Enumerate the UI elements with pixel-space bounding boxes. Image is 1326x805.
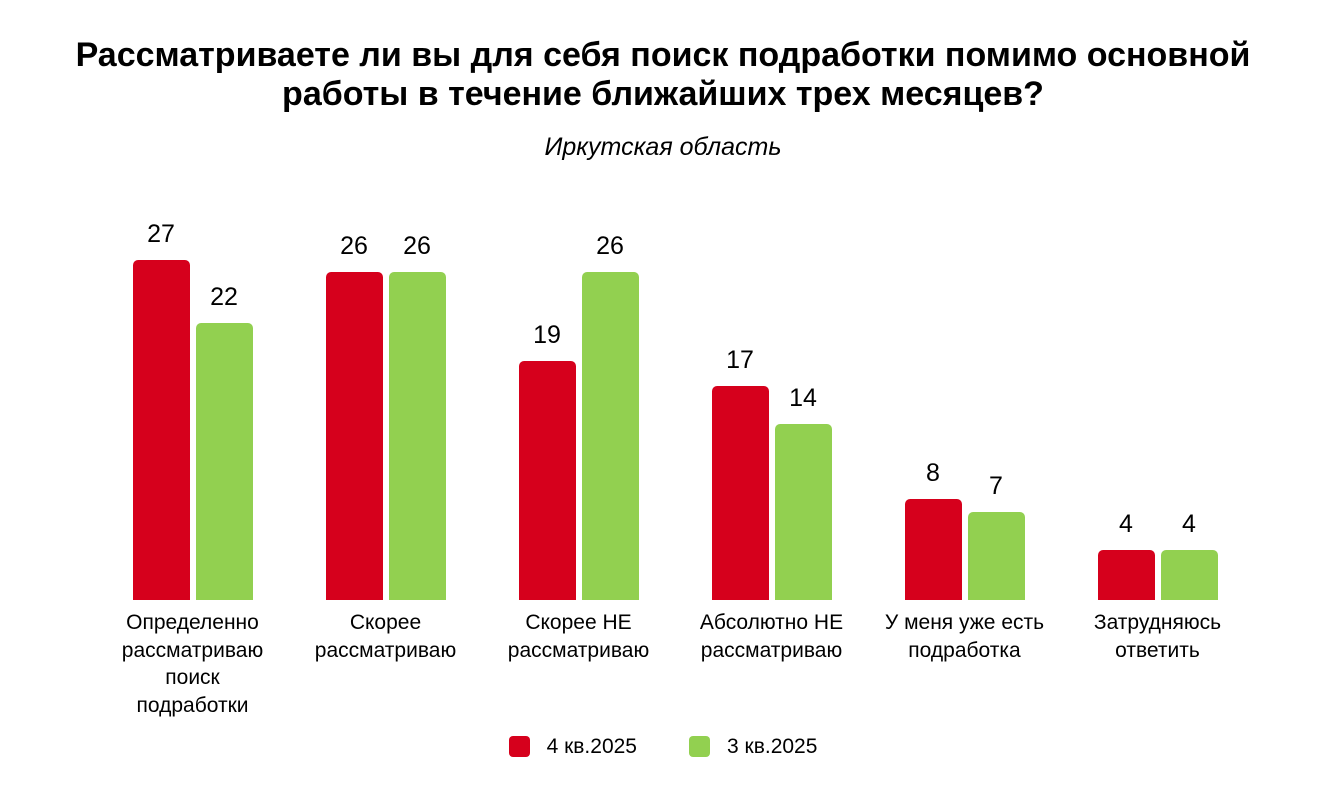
bar-q3-2025 <box>195 323 253 600</box>
bar-q4-2025 <box>904 499 962 600</box>
legend-label-q4-2025: 4 кв.2025 <box>546 735 637 758</box>
bar-value-label: 26 <box>596 232 624 260</box>
category-axis: Определенно рассматриваю поиск подработки Ск… <box>96 609 1254 720</box>
bar-value-label: 26 <box>403 232 431 260</box>
bar-value-label: 22 <box>210 283 238 311</box>
bar-value-label: 4 <box>1182 510 1196 538</box>
bar-value-label: 4 <box>1119 510 1133 538</box>
bar-q3-2025 <box>774 424 832 600</box>
category-label: Скорее НЕ рассматриваю <box>507 611 650 662</box>
bar-cell-q4-2025: 19 <box>518 321 576 600</box>
bar-group: 19 26 <box>482 180 675 600</box>
chart-title: Рассматриваете ли вы для себя поиск подр… <box>75 36 1251 114</box>
legend: 4 кв.2025 3 кв.2025 <box>0 736 1326 757</box>
bar-q3-2025 <box>1160 550 1218 600</box>
bar-q4-2025 <box>711 386 769 600</box>
bar-cell-q3-2025: 7 <box>967 472 1025 600</box>
bar-cell-q4-2025: 26 <box>325 232 383 600</box>
bar-cell-q4-2025: 8 <box>904 459 962 600</box>
bar-cell-q3-2025: 26 <box>388 232 446 600</box>
bar-q4-2025 <box>325 272 383 600</box>
legend-item-q3-2025: 3 кв.2025 <box>689 736 817 757</box>
bar-q3-2025 <box>388 272 446 600</box>
bar-cell-q4-2025: 27 <box>132 220 190 600</box>
legend-item-q4-2025: 4 кв.2025 <box>508 735 637 758</box>
bar-group: 26 26 <box>289 180 482 600</box>
category-label: Затрудняюсь ответить <box>1093 611 1222 662</box>
bar-value-label: 8 <box>926 459 940 487</box>
category-label: У меня уже есть подработка <box>884 611 1045 662</box>
category-label: Абсолютно НЕ рассматриваю <box>699 611 844 662</box>
bar-value-label: 26 <box>340 232 368 260</box>
bar-cell-q4-2025: 4 <box>1097 510 1155 600</box>
bar-value-label: 17 <box>726 346 754 374</box>
bar-group: 17 14 <box>675 180 868 600</box>
bar-value-label: 19 <box>533 321 561 349</box>
bar-q4-2025 <box>132 260 190 600</box>
bar-q4-2025 <box>518 361 576 600</box>
bar-value-label: 14 <box>789 384 817 412</box>
legend-label-q3-2025: 3 кв.2025 <box>727 735 818 758</box>
bar-group: 27 22 <box>96 180 289 600</box>
bar-q4-2025 <box>1097 550 1155 600</box>
legend-swatch-q4-2025 <box>508 736 530 757</box>
category-label: Определенно рассматриваю поиск подработки <box>121 611 264 718</box>
chart-subtitle: Иркутская область <box>544 133 782 161</box>
bar-cell-q3-2025: 4 <box>1160 510 1218 600</box>
bar-value-label: 7 <box>989 472 1003 500</box>
bar-q3-2025 <box>581 272 639 600</box>
legend-swatch-q3-2025 <box>689 736 710 757</box>
bar-cell-q3-2025: 22 <box>195 283 253 600</box>
plot-area: 27 22 26 26 19 26 17 14 8 7 4 4 <box>96 180 1254 600</box>
bar-cell-q4-2025: 17 <box>711 346 769 600</box>
bar-q3-2025 <box>967 512 1025 600</box>
bar-cell-q3-2025: 14 <box>774 384 832 600</box>
bar-value-label: 27 <box>147 220 175 248</box>
bar-cell-q3-2025: 26 <box>581 232 639 600</box>
category-label: Скорее рассматриваю <box>314 611 457 662</box>
